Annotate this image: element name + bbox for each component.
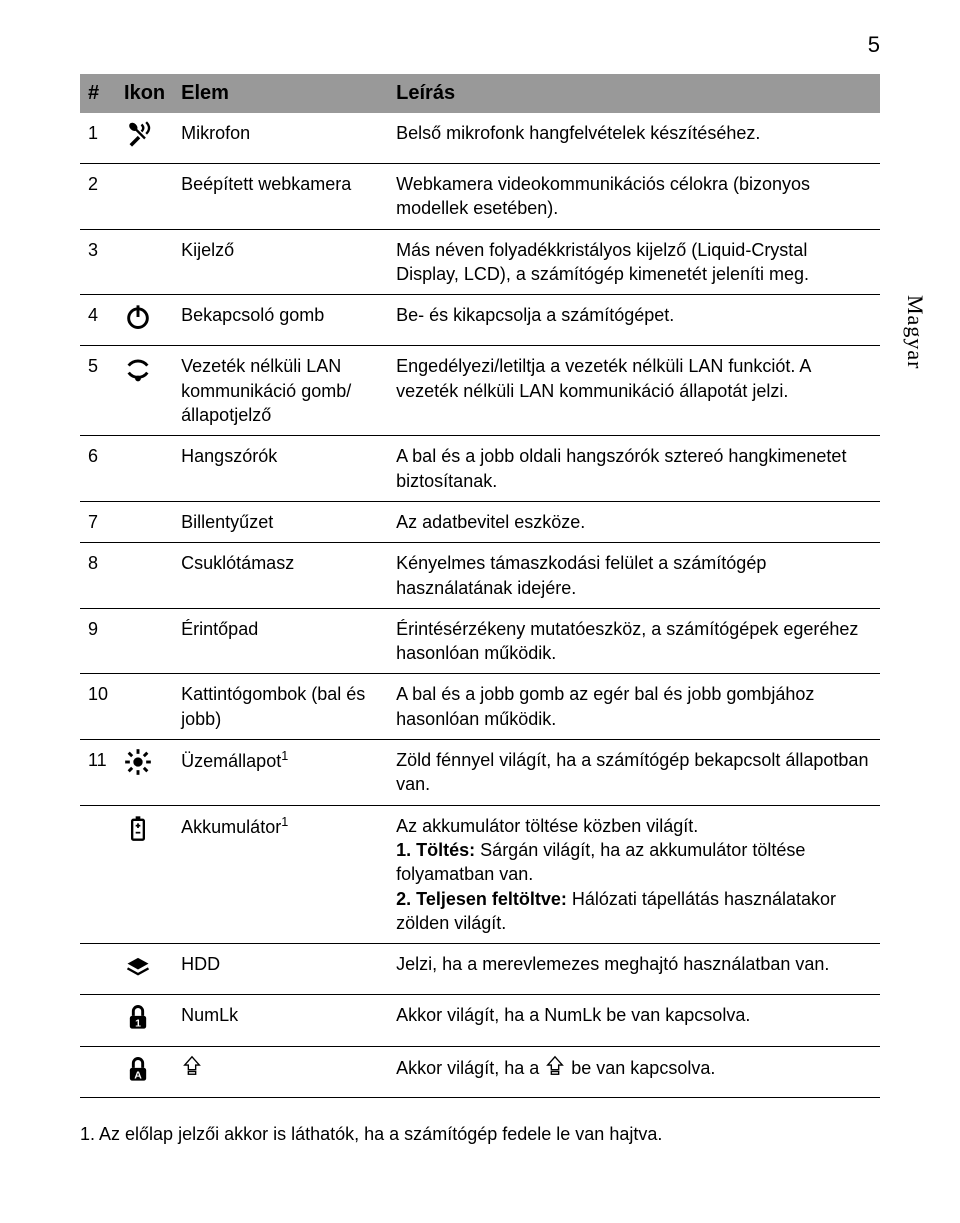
- th-icon: Ikon: [116, 74, 173, 113]
- cell-desc: Webkamera videokommunikációs célokra (bi…: [388, 163, 880, 229]
- cell-desc: Engedélyezi/letiltja a vezeték nélküli L…: [388, 346, 880, 436]
- cell-num: 7: [80, 501, 116, 542]
- table-row: 5 Vezeték nélküli LAN kommunikáció gomb/…: [80, 346, 880, 436]
- cell-icon: [116, 608, 173, 674]
- cell-icon: [116, 436, 173, 502]
- wifi-icon: [116, 346, 173, 436]
- cell-desc: Érintésérzékeny mutatóeszköz, a számítóg…: [388, 608, 880, 674]
- cell-num: 10: [80, 674, 116, 740]
- cell-desc: Az adatbevitel eszköze.: [388, 501, 880, 542]
- cell-icon: [116, 163, 173, 229]
- svg-text:A: A: [134, 1069, 142, 1081]
- page-number: 5: [80, 30, 880, 60]
- table-row: A Akkor világít, ha a be van kapcsolva.: [80, 1046, 880, 1097]
- shift-icon: [544, 1055, 566, 1083]
- cell-icon: [116, 501, 173, 542]
- cell-num: 1: [80, 113, 116, 164]
- table-row: 1 NumLk Akkor világít, ha a NumLk be van…: [80, 995, 880, 1046]
- cell-icon: [116, 674, 173, 740]
- numlock-icon: 1: [116, 995, 173, 1046]
- cell-desc: Kényelmes támaszkodási felület a számító…: [388, 543, 880, 609]
- cell-elem: Üzemállapot1: [173, 740, 388, 806]
- table-row: 6 Hangszórók A bal és a jobb oldali hang…: [80, 436, 880, 502]
- table-row: 9 Érintőpad Érintésérzékeny mutatóeszköz…: [80, 608, 880, 674]
- cell-desc: A bal és a jobb oldali hangszórók sztere…: [388, 436, 880, 502]
- cell-num: 6: [80, 436, 116, 502]
- cell-desc: Be- és kikapcsolja a számítógépet.: [388, 295, 880, 346]
- capslock-icon: A: [116, 1046, 173, 1097]
- cell-elem: Vezeték nélküli LAN kommunikáció gomb/ál…: [173, 346, 388, 436]
- cell-desc: Zöld fénnyel világít, ha a számítógép be…: [388, 740, 880, 806]
- cell-num: [80, 944, 116, 995]
- table-row: 3 Kijelző Más néven folyadékkristályos k…: [80, 229, 880, 295]
- cell-icon: [116, 229, 173, 295]
- hdd-icon: [116, 944, 173, 995]
- cell-desc: Akkor világít, ha a NumLk be van kapcsol…: [388, 995, 880, 1046]
- mic-icon: [116, 113, 173, 164]
- cell-icon: [116, 543, 173, 609]
- table-row: 8 Csuklótámasz Kényelmes támaszkodási fe…: [80, 543, 880, 609]
- cell-elem: Kattintógombok (bal és jobb): [173, 674, 388, 740]
- svg-text:1: 1: [135, 1018, 141, 1030]
- brightness-icon: [116, 740, 173, 806]
- table-row: 11 Üzemállapot1 Zöld fénnyel világít, ha…: [80, 740, 880, 806]
- table-row: HDD Jelzi, ha a merevlemezes meghajtó ha…: [80, 944, 880, 995]
- cell-desc: Belső mikrofonk hangfelvételek készítésé…: [388, 113, 880, 164]
- shift-icon: [181, 1055, 203, 1083]
- cell-elem: Csuklótámasz: [173, 543, 388, 609]
- cell-num: [80, 995, 116, 1046]
- cell-desc: Akkor világít, ha a be van kapcsolva.: [388, 1046, 880, 1097]
- footnote: 1. Az előlap jelzői akkor is láthatók, h…: [80, 1122, 880, 1146]
- table-row: 10 Kattintógombok (bal és jobb) A bal és…: [80, 674, 880, 740]
- cell-desc: Jelzi, ha a merevlemezes meghajtó haszná…: [388, 944, 880, 995]
- cell-elem: HDD: [173, 944, 388, 995]
- cell-elem: Akkumulátor1: [173, 805, 388, 943]
- cell-desc: Az akkumulátor töltése közben világít. 1…: [388, 805, 880, 943]
- table-row: 4 Bekapcsoló gomb Be- és kikapcsolja a s…: [80, 295, 880, 346]
- cell-num: 4: [80, 295, 116, 346]
- cell-num: 2: [80, 163, 116, 229]
- cell-elem: NumLk: [173, 995, 388, 1046]
- power-icon: [116, 295, 173, 346]
- cell-num: 3: [80, 229, 116, 295]
- cell-num: 8: [80, 543, 116, 609]
- cell-elem: Hangszórók: [173, 436, 388, 502]
- table-row: Akkumulátor1 Az akkumulátor töltése közb…: [80, 805, 880, 943]
- cell-elem: Billentyűzet: [173, 501, 388, 542]
- cell-num: [80, 805, 116, 943]
- table-row: 1 Mikrofon Belső mikrofonk hangfelvétele…: [80, 113, 880, 164]
- cell-elem: Érintőpad: [173, 608, 388, 674]
- language-tab: Magyar: [900, 295, 930, 369]
- table-row: 7 Billentyűzet Az adatbevitel eszköze.: [80, 501, 880, 542]
- cell-elem: Mikrofon: [173, 113, 388, 164]
- cell-desc: A bal és a jobb gomb az egér bal és jobb…: [388, 674, 880, 740]
- cell-desc: Más néven folyadékkristályos kijelző (Li…: [388, 229, 880, 295]
- cell-num: 5: [80, 346, 116, 436]
- cell-num: 11: [80, 740, 116, 806]
- cell-num: 9: [80, 608, 116, 674]
- th-desc: Leírás: [388, 74, 880, 113]
- th-number: #: [80, 74, 116, 113]
- th-elem: Elem: [173, 74, 388, 113]
- battery-icon: [116, 805, 173, 943]
- cell-elem: Bekapcsoló gomb: [173, 295, 388, 346]
- cell-elem: Kijelző: [173, 229, 388, 295]
- table-row: 2 Beépített webkamera Webkamera videokom…: [80, 163, 880, 229]
- cell-num: [80, 1046, 116, 1097]
- hardware-table: # Ikon Elem Leírás 1 Mikrofon Belső mikr…: [80, 74, 880, 1098]
- cell-elem: Beépített webkamera: [173, 163, 388, 229]
- cell-elem: [173, 1046, 388, 1097]
